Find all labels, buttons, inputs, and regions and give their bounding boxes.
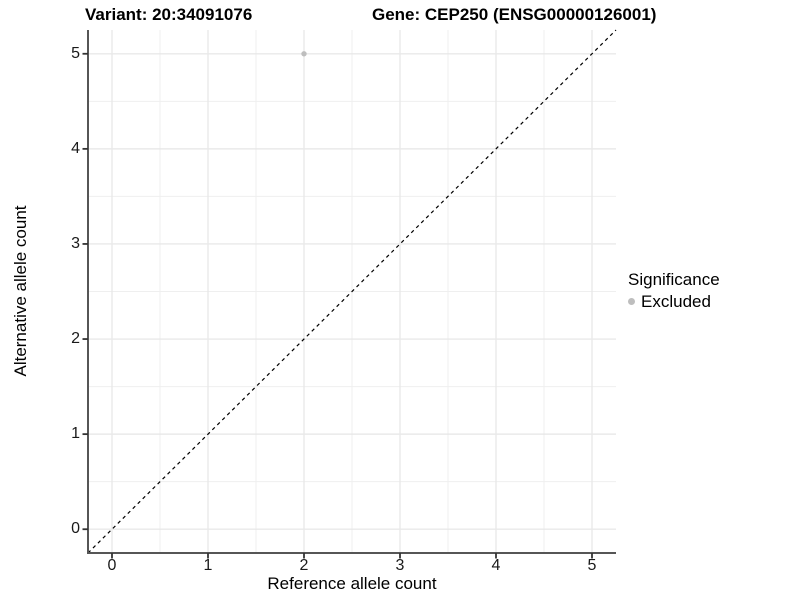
x-axis-title: Reference allele count	[267, 574, 437, 593]
y-tick-label: 1	[71, 425, 80, 443]
excluded-point-icon	[628, 298, 635, 305]
legend: Significance Excluded	[628, 269, 720, 312]
data-point	[301, 51, 307, 57]
plot-title-variant: Variant: 20:34091076	[85, 5, 253, 24]
legend-item-label: Excluded	[641, 292, 711, 311]
y-tick-label: 5	[71, 44, 80, 62]
legend-item-excluded: Excluded	[628, 291, 720, 312]
x-tick-label: 3	[395, 557, 405, 574]
plot-title-gene: Gene: CEP250 (ENSG00000126001)	[372, 5, 657, 24]
legend-title: Significance	[628, 270, 720, 289]
identity-dashed-line	[87, 29, 617, 554]
x-tick-label: 2	[299, 557, 309, 574]
x-tick-label: 0	[107, 557, 117, 574]
x-tick-label: 4	[491, 557, 501, 574]
y-tick-label: 3	[71, 234, 80, 252]
y-tick-label: 4	[71, 139, 80, 157]
y-axis-title: Alternative allele count	[11, 205, 30, 377]
x-tick-label: 5	[587, 557, 597, 574]
y-tick-label: 2	[71, 330, 80, 348]
y-tick-label: 0	[71, 520, 80, 538]
x-tick-label: 1	[203, 557, 213, 574]
